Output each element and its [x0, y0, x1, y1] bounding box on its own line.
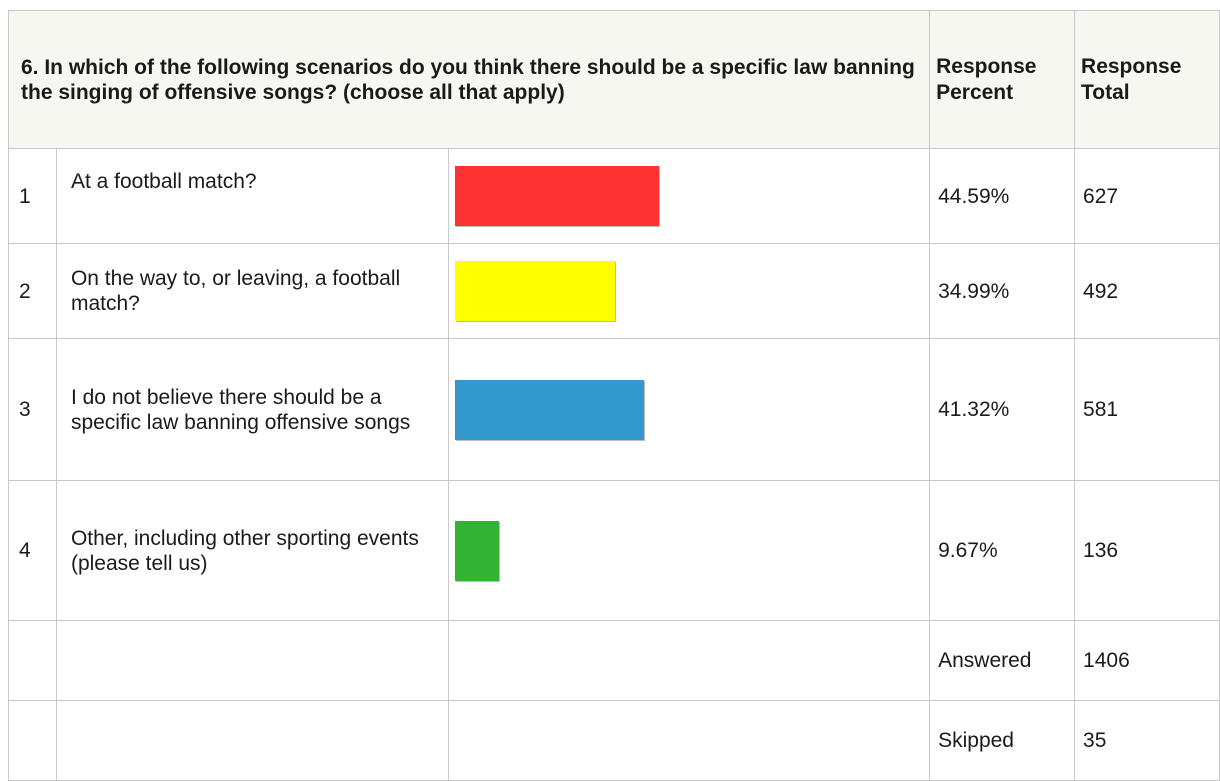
table-row: 2 On the way to, or leaving, a football … [8, 243, 1220, 339]
summary-row-skipped: Skipped 35 [8, 700, 1220, 781]
response-total-header: Response Total [1074, 10, 1220, 149]
table-row: 3 I do not believe there should be a spe… [8, 338, 1220, 481]
response-total: 492 [1074, 243, 1220, 339]
answered-value: 1406 [1074, 620, 1220, 701]
empty-cell [8, 620, 57, 701]
answered-label: Answered [929, 620, 1076, 701]
question-header: 6. In which of the following scenarios d… [7, 10, 931, 149]
response-total: 627 [1074, 148, 1220, 244]
empty-cell [8, 700, 57, 781]
survey-results-table: 6. In which of the following scenarios d… [7, 10, 1220, 781]
answer-label: I do not believe there should be a speci… [55, 338, 449, 481]
response-bar [454, 379, 644, 440]
response-percent-header: Response Percent [929, 10, 1076, 149]
empty-cell [447, 620, 931, 701]
bar-cell [447, 148, 931, 244]
skipped-value: 35 [1074, 700, 1220, 781]
response-bar [454, 166, 659, 226]
response-percent: 44.59% [929, 148, 1076, 244]
empty-cell [55, 620, 449, 701]
summary-row-answered: Answered 1406 [8, 620, 1220, 701]
table-row: 1 At a football match? 44.59% 627 [8, 148, 1220, 244]
skipped-label: Skipped [929, 700, 1076, 781]
bar-cell [447, 480, 931, 621]
row-number: 4 [8, 480, 57, 621]
bar-cell [447, 338, 931, 481]
row-number: 2 [8, 243, 57, 339]
empty-cell [447, 700, 931, 781]
bar-cell [447, 243, 931, 339]
answer-label: At a football match? [55, 148, 449, 244]
empty-cell [55, 700, 449, 781]
row-number: 3 [8, 338, 57, 481]
response-bar [454, 261, 615, 321]
response-percent: 9.67% [929, 480, 1076, 621]
row-number: 1 [8, 148, 57, 244]
response-total: 136 [1074, 480, 1220, 621]
response-percent: 41.32% [929, 338, 1076, 481]
table-row: 4 Other, including other sporting events… [8, 480, 1220, 621]
response-percent: 34.99% [929, 243, 1076, 339]
answer-label: On the way to, or leaving, a football ma… [55, 243, 449, 339]
response-bar [454, 520, 499, 581]
response-total: 581 [1074, 338, 1220, 481]
answer-label: Other, including other sporting events (… [55, 480, 449, 621]
